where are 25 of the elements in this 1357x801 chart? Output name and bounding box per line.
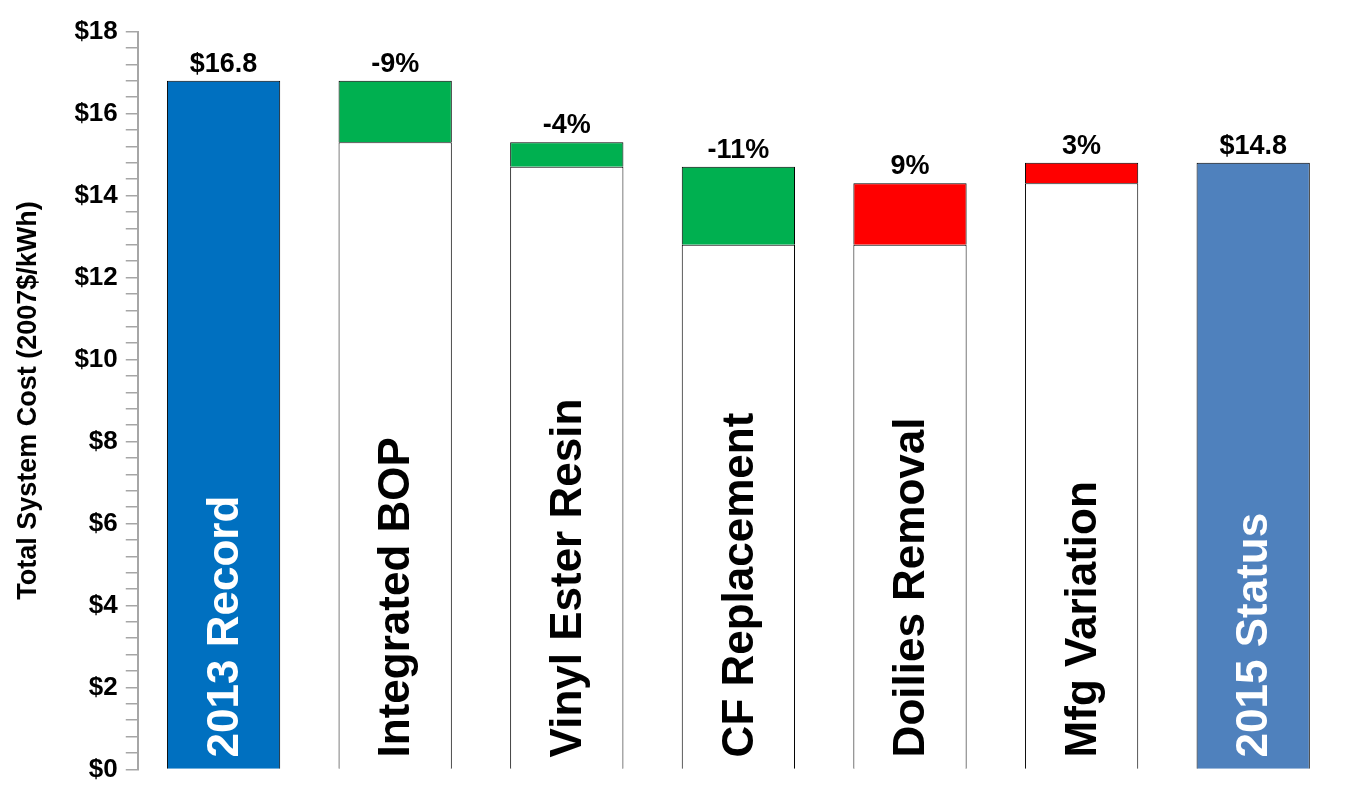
x-tick-label: Integrated BOP	[369, 437, 419, 758]
y-tick-label: $10	[74, 342, 118, 373]
x-tick-label: 2013 Record	[197, 495, 247, 758]
annotation: -4%	[542, 109, 591, 140]
y-tick-label: $8	[88, 424, 118, 455]
annotation: 9%	[890, 150, 930, 181]
annotation: -11%	[707, 133, 770, 164]
y-tick-label: $2	[88, 670, 118, 701]
y-tick-label: $16	[74, 96, 118, 127]
x-tick-label: CF Replacement	[712, 412, 762, 758]
x-tick-label: 2015 Status	[1227, 512, 1277, 758]
y-tick-label: $18	[74, 14, 118, 45]
y-tick-label: $14	[74, 178, 119, 209]
x-tick-label: Mfg Variation	[1055, 481, 1105, 758]
y-tick-label: $6	[88, 506, 118, 537]
x-tick-label: Vinyl Ester Resin	[540, 398, 590, 758]
y-tick-label: $12	[74, 260, 118, 291]
annotation: $16.8	[189, 47, 258, 78]
y-tick-label: $4	[88, 588, 119, 619]
annotation: -9%	[371, 47, 420, 78]
annotation: $14.8	[1219, 129, 1287, 160]
annotation: 3%	[1062, 129, 1102, 160]
y-tick-label: $0	[88, 752, 118, 783]
x-tick-label: Doilies Removal	[884, 417, 934, 758]
y-axis-title: Total System Cost (2007$/kWh)	[11, 201, 42, 600]
